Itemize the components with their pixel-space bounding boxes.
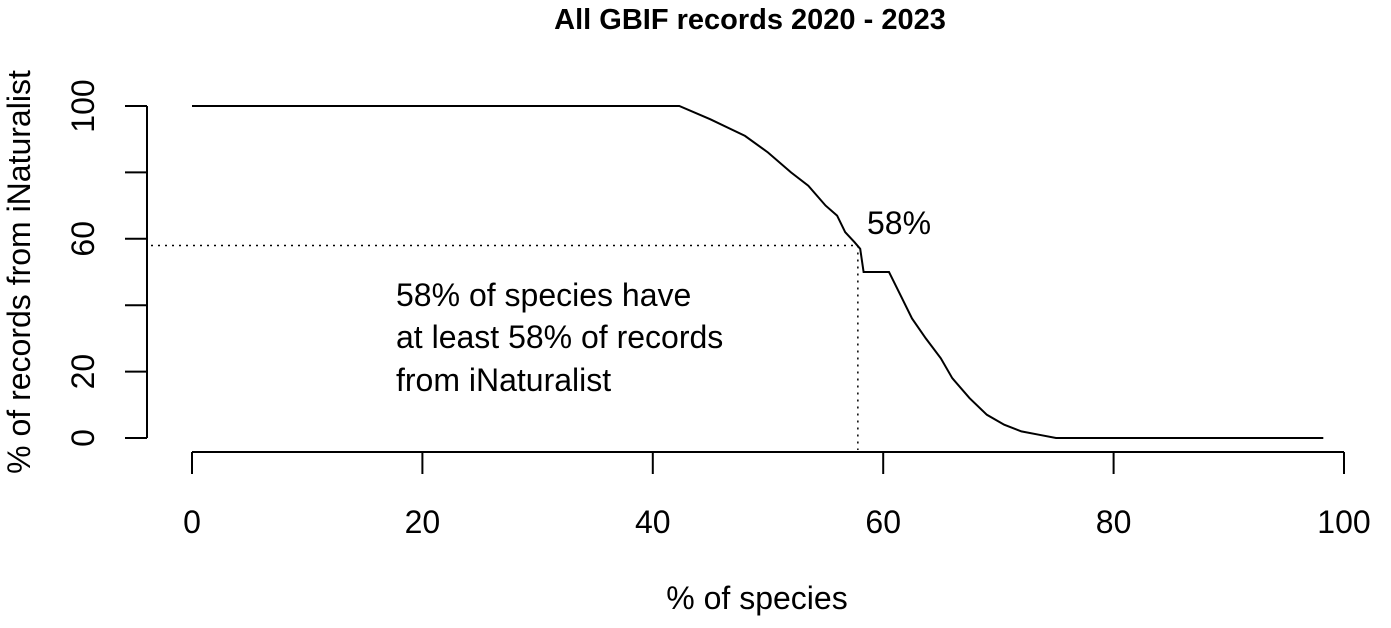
x-tick-label-0: 0 — [183, 504, 201, 540]
chart-title: All GBIF records 2020 - 2023 — [554, 4, 946, 36]
x-tick-label-40: 40 — [635, 504, 671, 540]
x-tick-label-20: 20 — [405, 504, 441, 540]
y-axis: 0 20 60 100 — [65, 79, 148, 447]
y-tick-label-20: 20 — [65, 354, 101, 390]
point-label: 58% — [867, 205, 931, 241]
y-tick-label-0: 0 — [65, 429, 101, 447]
x-axis-title: % of species — [666, 580, 847, 616]
x-tick-label-60: 60 — [865, 504, 901, 540]
y-axis-title: % of records from iNaturalist — [1, 70, 37, 474]
annotation-line-1: 58% of species have — [396, 277, 691, 313]
y-tick-label-60: 60 — [65, 221, 101, 257]
y-tick-label-100: 100 — [65, 79, 101, 132]
annotation-line-3: from iNaturalist — [396, 362, 611, 398]
annotation-line-2: at least 58% of records — [396, 319, 723, 355]
x-tick-label-100: 100 — [1317, 504, 1370, 540]
series-line — [192, 105, 1324, 439]
x-tick-label-80: 80 — [1096, 504, 1132, 540]
x-axis: 0 20 40 60 80 100 — [183, 451, 1371, 540]
annotation-note: 58% of species have at least 58% of reco… — [396, 277, 723, 398]
reference-lines — [151, 244, 859, 450]
